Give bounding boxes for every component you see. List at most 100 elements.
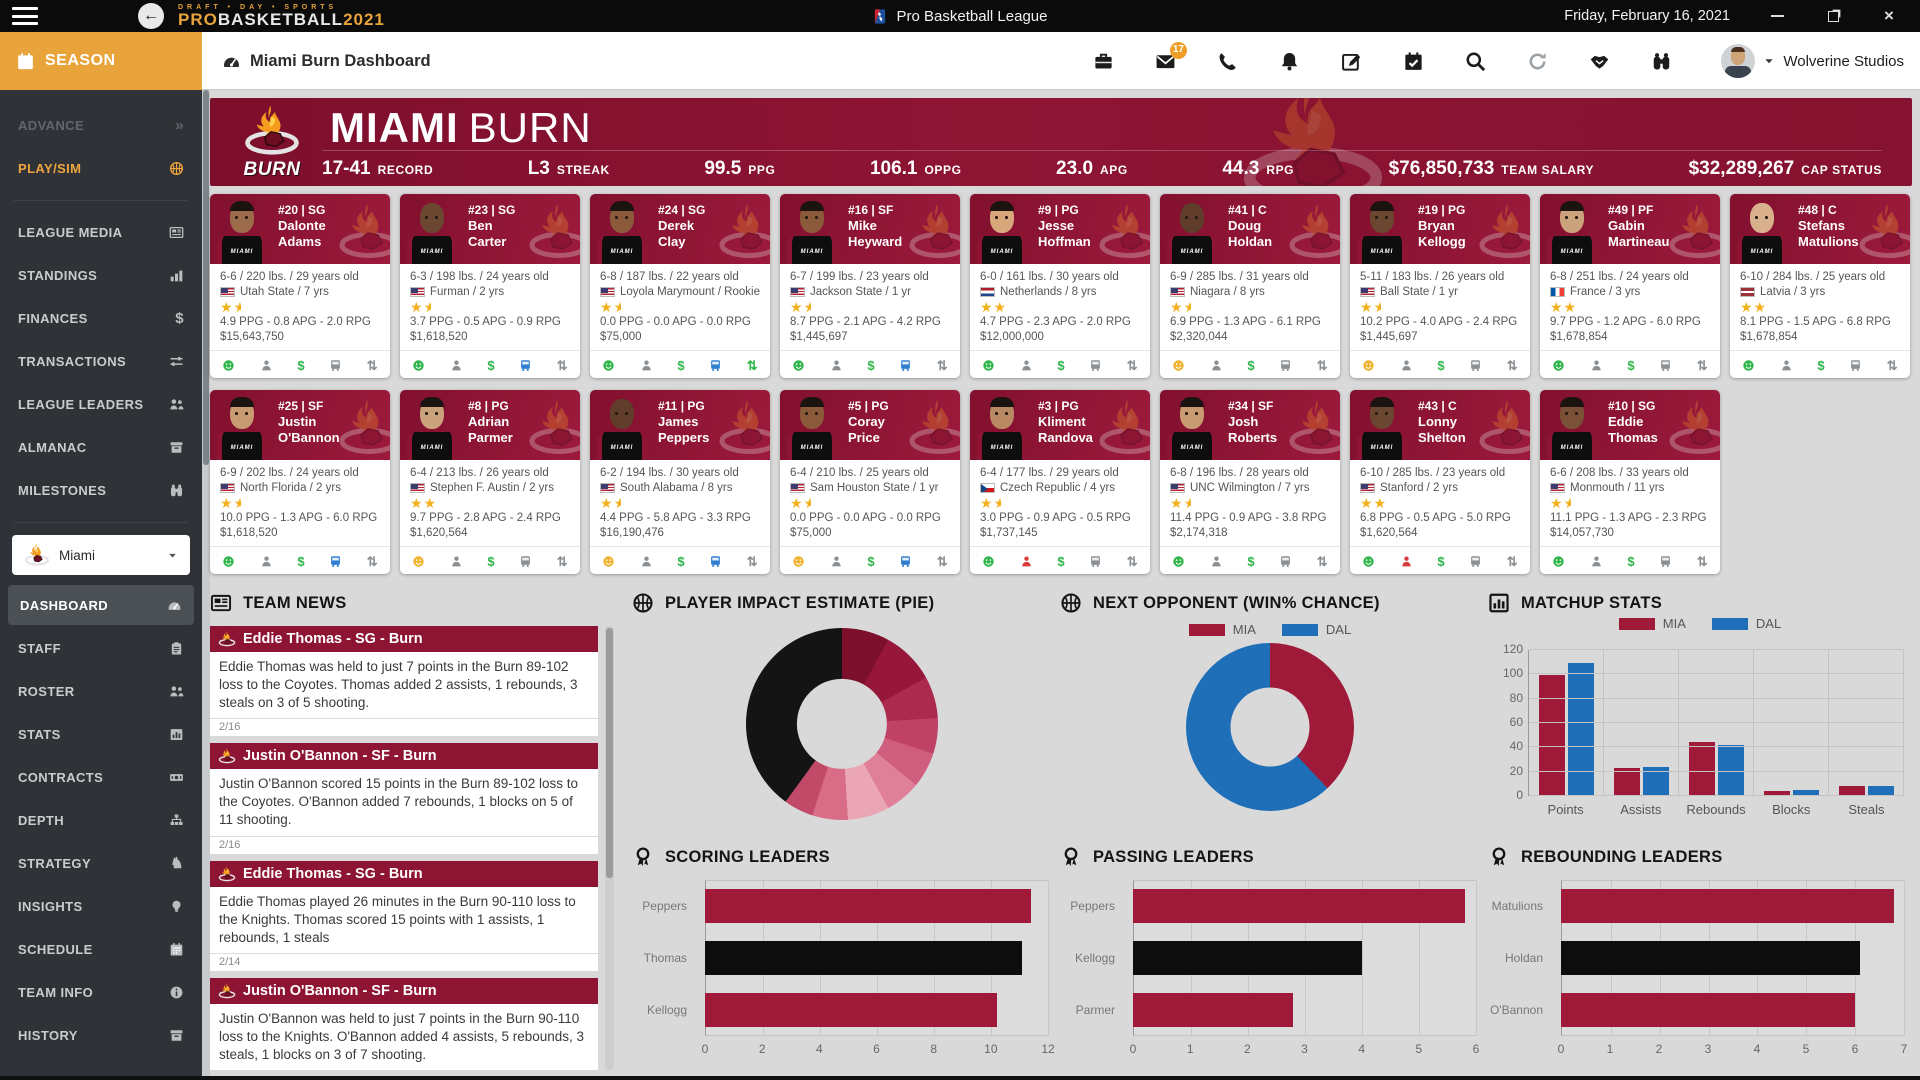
trade-bus-icon[interactable]	[519, 359, 532, 372]
news-item[interactable]: Justin O'Bannon - SF - Burn Justin O'Bann…	[210, 978, 598, 1070]
player-card[interactable]: MIAMI #24 | SG Derek Clay 6-8 / 187 lbs. / 2…	[590, 194, 770, 378]
movement-arrows-icon[interactable]: ⇅	[1696, 357, 1708, 373]
news-scrollbar[interactable]	[605, 626, 614, 1070]
sidebar-item-milestones[interactable]: MILESTONES	[0, 469, 202, 512]
trade-bus-icon[interactable]	[1659, 359, 1672, 372]
contract-dollar-icon[interactable]: $	[1627, 553, 1635, 569]
person-icon[interactable]	[1020, 359, 1033, 372]
sidebar-item-insights[interactable]: INSIGHTS	[0, 885, 202, 928]
sidebar-item-transactions[interactable]: TRANSACTIONS	[0, 340, 202, 383]
movement-arrows-icon[interactable]: ⇅	[746, 357, 758, 373]
mood-icon[interactable]	[1742, 359, 1755, 372]
bell-icon[interactable]	[1279, 51, 1300, 72]
season-tab[interactable]: SEASON	[0, 32, 202, 90]
movement-arrows-icon[interactable]: ⇅	[366, 553, 378, 569]
mood-icon[interactable]	[412, 359, 425, 372]
player-card[interactable]: MIAMI #5 | PG Coray Price 6-4 / 210 lbs. / 2…	[780, 390, 960, 574]
movement-arrows-icon[interactable]: ⇅	[936, 357, 948, 373]
sidebar-scrollbar[interactable]	[202, 90, 210, 1080]
mood-icon[interactable]	[792, 555, 805, 568]
sidebar-item-advance[interactable]: ADVANCE »	[0, 104, 202, 147]
person-icon[interactable]	[1210, 555, 1223, 568]
trade-bus-icon[interactable]	[1089, 359, 1102, 372]
contract-dollar-icon[interactable]: $	[1057, 553, 1065, 569]
compose-icon[interactable]	[1341, 51, 1362, 72]
search-icon[interactable]	[1465, 51, 1486, 72]
person-icon[interactable]	[260, 359, 273, 372]
person-icon[interactable]	[1400, 359, 1413, 372]
player-card[interactable]: MIAMI #20 | SG Dalonte Adams 6-6 / 220 lbs. …	[210, 194, 390, 378]
trade-bus-icon[interactable]	[1469, 359, 1482, 372]
trade-bus-icon[interactable]	[1279, 555, 1292, 568]
sidebar-item-staff[interactable]: STAFF	[0, 627, 202, 670]
trade-bus-icon[interactable]	[1659, 555, 1672, 568]
player-card[interactable]: MIAMI #25 | SF Justin O'Bannon 6-9 / 202 lbs…	[210, 390, 390, 574]
person-icon[interactable]	[830, 359, 843, 372]
calendar-check-icon[interactable]	[1403, 51, 1424, 72]
movement-arrows-icon[interactable]: ⇅	[1506, 357, 1518, 373]
user-menu[interactable]: Wolverine Studios	[1721, 32, 1904, 90]
trade-bus-icon[interactable]	[329, 359, 342, 372]
movement-arrows-icon[interactable]: ⇅	[1316, 553, 1328, 569]
player-card[interactable]: MIAMI #34 | SF Josh Roberts 6-8 / 196 lbs. /…	[1160, 390, 1340, 574]
person-icon[interactable]	[260, 555, 273, 568]
news-item[interactable]: Eddie Thomas - SG - Burn Eddie Thomas pla…	[210, 860, 598, 972]
news-item[interactable]: Justin O'Bannon - SF - Burn Justin O'Bann…	[210, 743, 598, 854]
sidebar-item-standings[interactable]: STANDINGS	[0, 254, 202, 297]
person-icon[interactable]	[640, 359, 653, 372]
trade-bus-icon[interactable]	[899, 555, 912, 568]
person-icon[interactable]	[1400, 555, 1413, 568]
sidebar-item-schedule[interactable]: SCHEDULE	[0, 928, 202, 971]
person-icon[interactable]	[1780, 359, 1793, 372]
sidebar-item-strategy[interactable]: STRATEGY ♞	[0, 842, 202, 885]
phone-icon[interactable]	[1217, 51, 1238, 72]
handshake-icon[interactable]	[1589, 51, 1610, 72]
player-card[interactable]: MIAMI #11 | PG James Peppers 6-2 / 194 lbs. …	[590, 390, 770, 574]
player-card[interactable]: MIAMI #41 | C Doug Holdan 6-9 / 285 lbs. / 3…	[1160, 194, 1340, 378]
movement-arrows-icon[interactable]: ⇅	[746, 553, 758, 569]
sidebar-item-history[interactable]: HISTORY	[0, 1014, 202, 1057]
trade-bus-icon[interactable]	[709, 359, 722, 372]
movement-arrows-icon[interactable]: ⇅	[1126, 357, 1138, 373]
team-selector-dropdown[interactable]: Miami	[12, 535, 190, 575]
person-icon[interactable]	[640, 555, 653, 568]
sidebar-item-depth[interactable]: DEPTH	[0, 799, 202, 842]
trade-bus-icon[interactable]	[709, 555, 722, 568]
contract-dollar-icon[interactable]: $	[1627, 357, 1635, 373]
contract-dollar-icon[interactable]: $	[677, 357, 685, 373]
person-icon[interactable]	[1590, 555, 1603, 568]
movement-arrows-icon[interactable]: ⇅	[1316, 357, 1328, 373]
sidebar-item-league-media[interactable]: LEAGUE MEDIA	[0, 211, 202, 254]
mood-icon[interactable]	[602, 359, 615, 372]
trade-bus-icon[interactable]	[519, 555, 532, 568]
mood-icon[interactable]	[982, 555, 995, 568]
player-card[interactable]: MIAMI #49 | PF Gabin Martineau 6-8 / 251 lbs…	[1540, 194, 1720, 378]
person-icon[interactable]	[1210, 359, 1223, 372]
mood-icon[interactable]	[412, 555, 425, 568]
sidebar-item-team-info[interactable]: TEAM INFO	[0, 971, 202, 1014]
news-item[interactable]: Eddie Thomas - SG - Burn Eddie Thomas was…	[210, 626, 598, 737]
sidebar-item-league-leaders[interactable]: LEAGUE LEADERS	[0, 383, 202, 426]
briefcase-icon[interactable]	[1093, 51, 1114, 72]
player-card[interactable]: MIAMI #43 | C Lonny Shelton 6-10 / 285 lbs. …	[1350, 390, 1530, 574]
close-button[interactable]: ×	[1884, 6, 1894, 25]
contract-dollar-icon[interactable]: $	[297, 553, 305, 569]
movement-arrows-icon[interactable]: ⇅	[1696, 553, 1708, 569]
movement-arrows-icon[interactable]: ⇅	[1886, 357, 1898, 373]
player-card[interactable]: MIAMI #23 | SG Ben Carter 6-3 / 198 lbs. / 2…	[400, 194, 580, 378]
person-icon[interactable]	[830, 555, 843, 568]
player-card[interactable]: MIAMI #9 | PG Jesse Hoffman 6-0 / 161 lbs. /…	[970, 194, 1150, 378]
contract-dollar-icon[interactable]: $	[677, 553, 685, 569]
mood-icon[interactable]	[1362, 555, 1375, 568]
mood-icon[interactable]	[222, 555, 235, 568]
sidebar-item-contracts[interactable]: CONTRACTS	[0, 756, 202, 799]
movement-arrows-icon[interactable]: ⇅	[1506, 553, 1518, 569]
mail-icon[interactable]: 17	[1155, 41, 1187, 72]
mood-icon[interactable]	[222, 359, 235, 372]
contract-dollar-icon[interactable]: $	[1437, 357, 1445, 373]
sidebar-item-roster[interactable]: ROSTER	[0, 670, 202, 713]
mood-icon[interactable]	[792, 359, 805, 372]
movement-arrows-icon[interactable]: ⇅	[366, 357, 378, 373]
person-icon[interactable]	[1020, 555, 1033, 568]
trade-bus-icon[interactable]	[1849, 359, 1862, 372]
